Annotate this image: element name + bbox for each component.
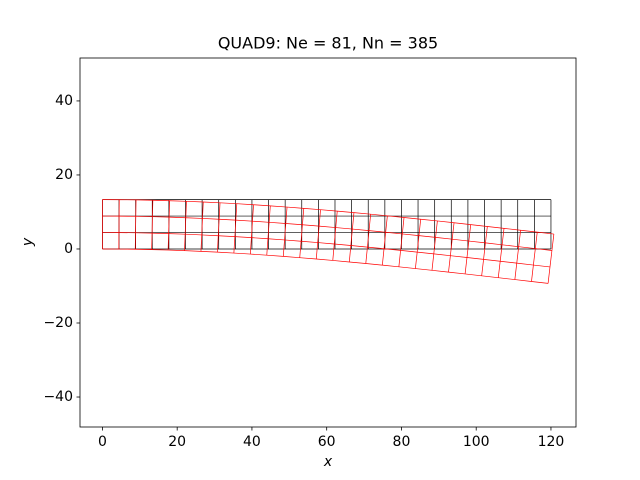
deformed-edge <box>448 222 455 273</box>
deformed-edge <box>184 201 187 251</box>
x-tick-label: 120 <box>538 434 565 450</box>
deformed-edge <box>547 234 555 284</box>
deformed-edge <box>464 224 472 274</box>
deformed-edge <box>167 200 171 251</box>
deformed-edge <box>497 228 505 278</box>
y-tick-label: 20 <box>55 167 73 183</box>
deformed-edge <box>217 202 221 253</box>
deformed-edge <box>431 220 438 271</box>
deformed-edge <box>266 205 271 256</box>
x-tick-label: 80 <box>393 434 411 450</box>
deformed-edge <box>102 215 552 251</box>
y-tick-label: −20 <box>43 315 73 331</box>
x-tick-label: 40 <box>243 434 261 450</box>
deformed-edge <box>233 203 238 254</box>
x-axis-label: x <box>323 454 333 470</box>
x-tick-label: 60 <box>318 434 336 450</box>
deformed-edge <box>365 214 371 264</box>
deformed-edge <box>134 199 137 250</box>
x-tick-label: 0 <box>98 434 107 450</box>
chart-title: QUAD9: Ne = 81, Nn = 385 <box>218 34 438 53</box>
deformed-edge <box>332 211 338 261</box>
deformed-edge <box>200 201 204 252</box>
deformed-edge <box>381 215 388 266</box>
x-tick-label: 20 <box>168 434 186 450</box>
deformed-edge <box>481 226 488 276</box>
x-tick-label: 100 <box>463 434 490 450</box>
deformed-edge <box>348 212 355 263</box>
deformed-edge <box>102 232 551 268</box>
deformed-edge <box>102 248 549 284</box>
deformed-edge <box>514 230 521 280</box>
deformed-edge <box>282 207 288 257</box>
deformed-edge <box>315 209 321 260</box>
deformed-edge <box>299 208 305 258</box>
y-axis-label: y <box>20 237 36 247</box>
y-tick-label: −40 <box>43 389 73 405</box>
y-tick-label: 0 <box>64 241 73 257</box>
deformed-edge <box>249 204 254 255</box>
plot-frame <box>79 57 577 428</box>
y-tick-label: 40 <box>55 93 73 109</box>
deformed-edge <box>151 200 154 250</box>
deformed-edge <box>102 199 554 235</box>
deformed-edge <box>531 232 538 282</box>
deformed-edge <box>398 217 405 267</box>
deformed-edge <box>415 219 422 269</box>
